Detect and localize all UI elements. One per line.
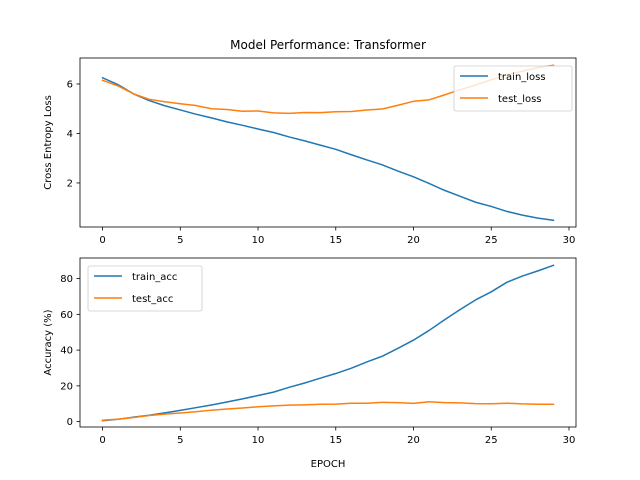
acc-x-tick-label: 30: [563, 435, 576, 446]
acc-y-tick-label: 40: [60, 346, 73, 357]
acc-x-tick-label: 20: [407, 435, 420, 446]
acc-y-tick-label: 60: [60, 310, 73, 321]
loss-axes-frame: [79, 57, 577, 228]
acc-x-tick-label: 15: [329, 435, 342, 446]
loss-legend-label-test_loss: test_loss: [498, 94, 542, 105]
acc-y-tick-label: 0: [67, 417, 73, 428]
accuracy-axes: 0 5 10 15 20 25 30 0 20 40 60 80 Accuracy (%) EPOCH tr…: [43, 257, 577, 470]
loss-x-tick-label: 20: [407, 235, 420, 246]
acc-y-tick-label: 80: [60, 274, 73, 285]
loss-y-tick-label: 2: [67, 178, 73, 189]
acc-x-tick-label: 0: [99, 435, 105, 446]
loss-x-tick-label: 10: [252, 235, 265, 246]
acc-legend-label-train_acc: train_acc: [132, 272, 177, 283]
acc-legend-label-test_acc: test_acc: [132, 294, 173, 305]
acc-x-tick-label: 10: [252, 435, 265, 446]
loss-axes: 0 5 10 15 20 25 30 2 4 6 Cross Entropy Loss train_l…: [43, 57, 577, 246]
acc-x-axis-label: EPOCH: [311, 459, 346, 470]
acc-axes-frame: [79, 257, 577, 428]
loss-y-axis-label: Cross Entropy Loss: [43, 95, 54, 190]
chart-title: Model Performance: Transformer: [230, 38, 426, 52]
loss-x-tick-label: 5: [177, 235, 183, 246]
loss-legend-frame: [453, 65, 573, 112]
loss-x-tick-label: 15: [329, 235, 342, 246]
acc-series-line-test_acc: [101, 401, 555, 421]
loss-legend-label-train_loss: train_loss: [498, 72, 546, 83]
acc-legend-frame: [87, 265, 203, 312]
acc-x-tick-label: 25: [485, 435, 498, 446]
loss-x-tick-label: 30: [563, 235, 576, 246]
loss-y-tick-label: 4: [67, 129, 73, 140]
acc-y-axis-label: Accuracy (%): [43, 309, 54, 375]
loss-series-line-train_loss: [101, 76, 555, 222]
acc-series-line-train_acc: [101, 264, 555, 422]
acc-y-tick-label: 20: [60, 381, 73, 392]
loss-x-tick-label: 25: [485, 235, 498, 246]
acc-x-tick-label: 5: [177, 435, 183, 446]
loss-legend: train_loss test_loss: [453, 65, 573, 112]
acc-legend: train_acc test_acc: [87, 265, 203, 312]
loss-y-tick-label: 6: [67, 79, 73, 90]
loss-x-tick-label: 0: [99, 235, 105, 246]
